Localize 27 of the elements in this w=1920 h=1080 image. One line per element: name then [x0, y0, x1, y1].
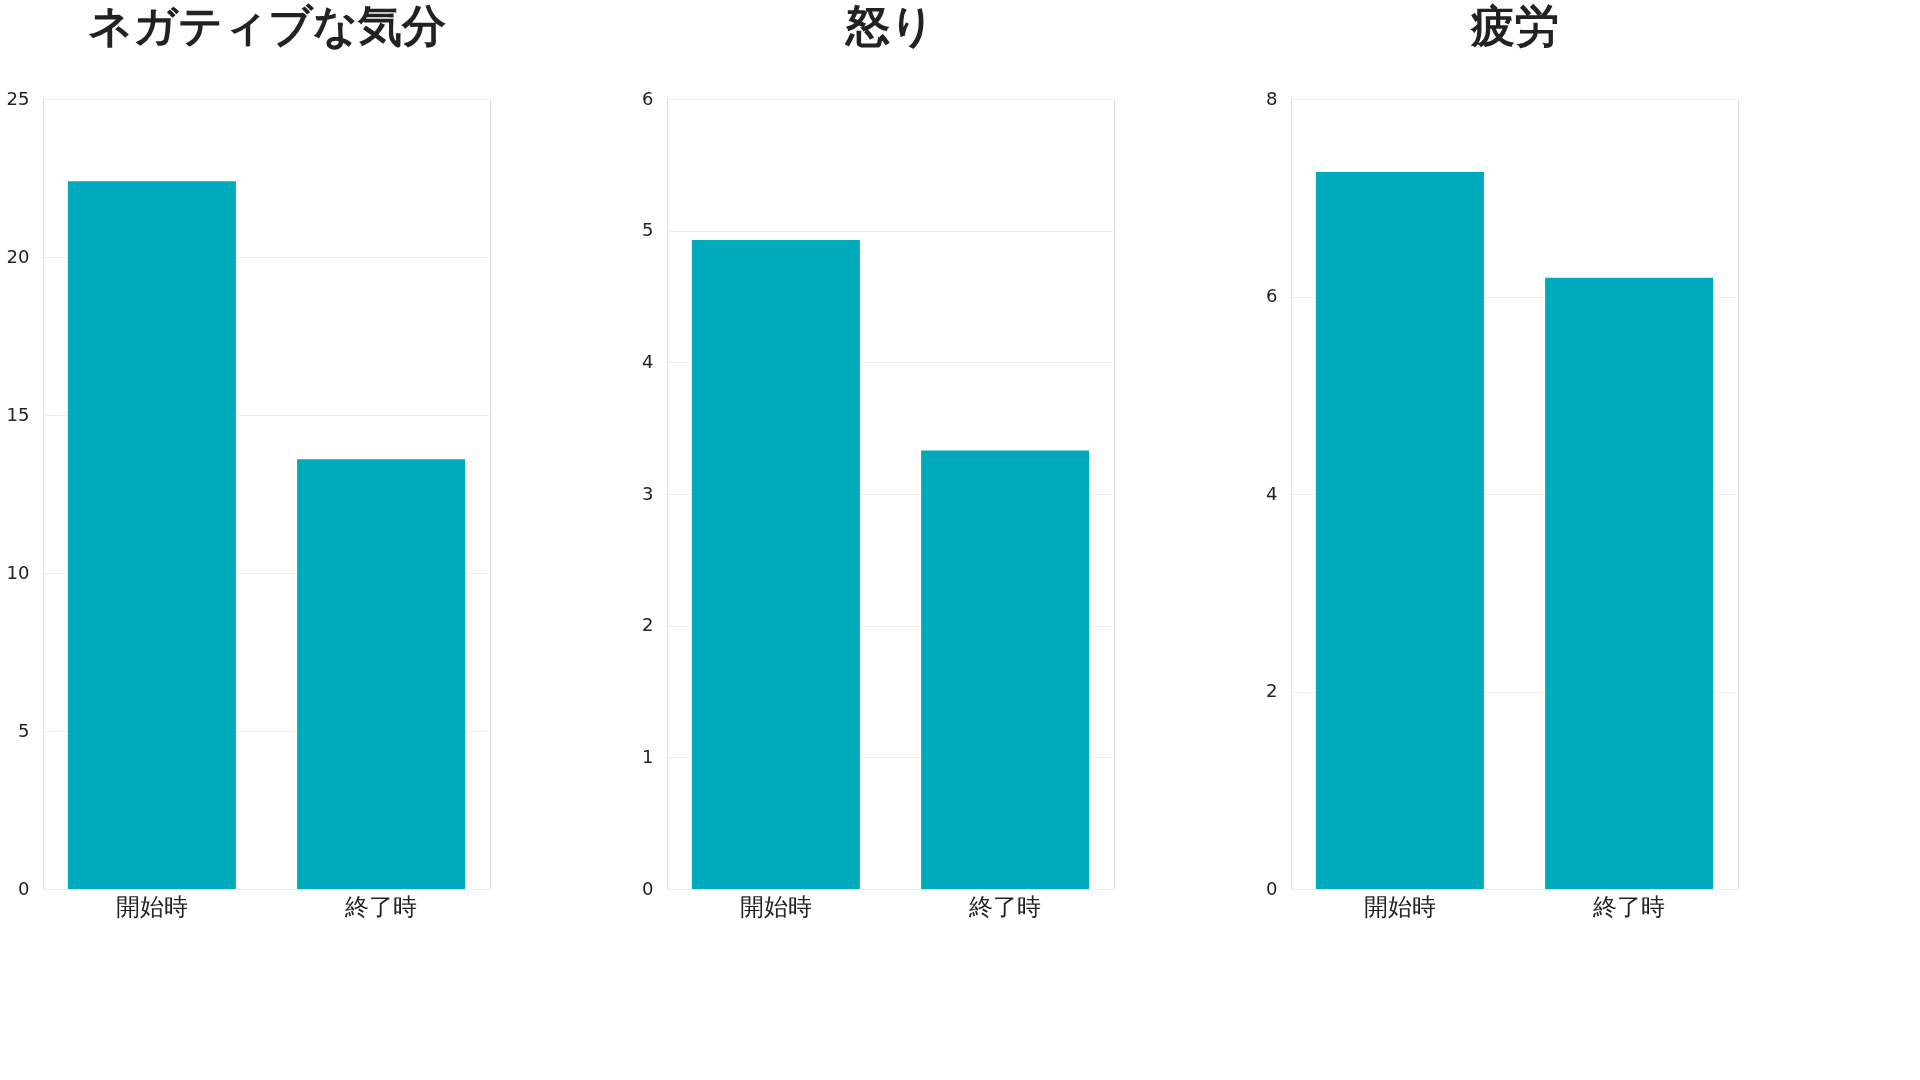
y-tick-label: 1 — [642, 745, 654, 767]
chart-title: 疲労 — [1469, 0, 1559, 51]
y-tick-label: 4 — [642, 350, 654, 372]
y-tick-label: 5 — [18, 719, 30, 741]
x-tick-label: 開始時 — [1363, 892, 1436, 921]
y-tick-label: 0 — [1266, 877, 1278, 899]
y-tick-label: 20 — [6, 245, 30, 267]
x-tick-label: 終了時 — [1592, 892, 1666, 921]
y-tick-label: 6 — [642, 87, 654, 109]
y-tick-label: 8 — [1266, 87, 1278, 109]
y-tick-label: 2 — [642, 614, 654, 636]
y-tick-label: 25 — [6, 87, 30, 109]
chart-title: ネガティブな気分 — [87, 0, 446, 51]
y-tick-label: 3 — [642, 482, 654, 504]
x-tick-label: 終了時 — [344, 892, 418, 921]
y-tick-label: 6 — [1266, 285, 1278, 306]
y-tick-label: 15 — [6, 403, 30, 425]
y-tick-label: 0 — [642, 877, 654, 899]
y-tick-label: 10 — [6, 561, 30, 583]
y-tick-label: 5 — [642, 219, 654, 241]
x-tick-label: 終了時 — [968, 892, 1042, 921]
x-tick-label: 開始時 — [739, 892, 812, 921]
x-tick-label: 開始時 — [115, 892, 188, 921]
y-tick-label: 0 — [18, 877, 30, 899]
y-tick-label: 4 — [1266, 482, 1278, 504]
chart-title: 怒り — [844, 0, 935, 51]
y-tick-label: 2 — [1266, 680, 1278, 701]
